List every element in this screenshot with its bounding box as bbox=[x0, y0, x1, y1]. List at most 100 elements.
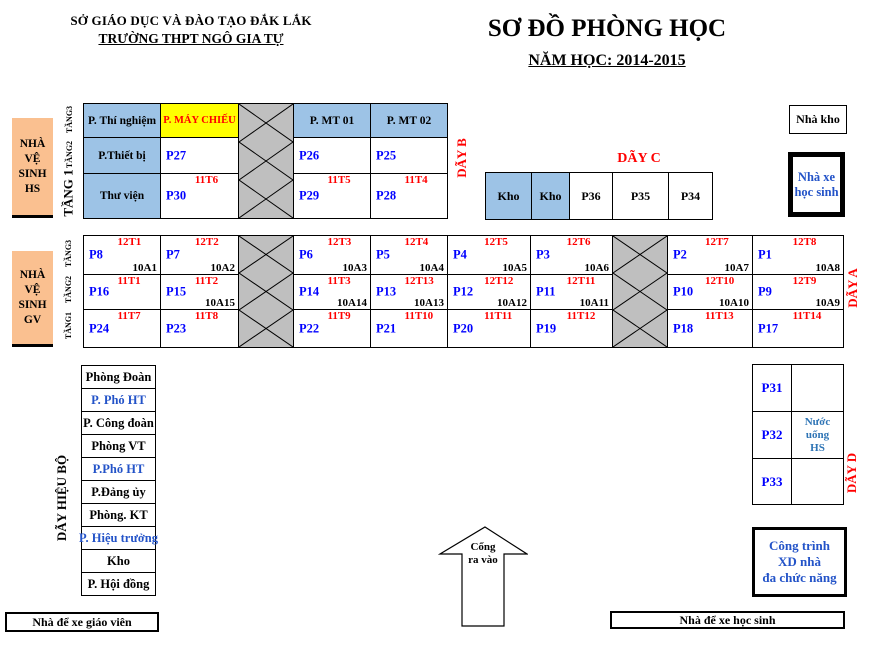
student-bike-shed-box: Nhà xe học sinh bbox=[788, 152, 845, 217]
day-a-label-text: DÃY A bbox=[844, 268, 860, 308]
class-label: 12T11 bbox=[566, 275, 596, 287]
floor-label-b3: TẦNG3 bbox=[62, 102, 78, 136]
room-cell: P33 bbox=[753, 459, 792, 505]
class-label: 12T9 bbox=[792, 275, 817, 287]
day-a-label: DÃY A bbox=[843, 256, 862, 320]
room-cell: P11 12T11 10A11 bbox=[531, 275, 613, 310]
room-number: P17 bbox=[758, 321, 779, 335]
admin-room: P. Công đoàn bbox=[82, 412, 156, 435]
homeroom-label: 10A4 bbox=[419, 262, 444, 274]
warehouse-box: Nhà kho bbox=[789, 105, 847, 134]
floor-label-b2: TẦNG2 bbox=[62, 137, 78, 171]
admin-room: Phòng VT bbox=[82, 435, 156, 458]
homeroom-label: 10A2 bbox=[210, 262, 235, 274]
empty-cell bbox=[792, 459, 844, 505]
gate-arrow-icon bbox=[438, 526, 528, 627]
parking-student-label: Nhà để xe học sinh bbox=[679, 612, 776, 627]
homeroom-label: 10A7 bbox=[724, 262, 749, 274]
room-cell: P14 11T3 10A14 bbox=[294, 275, 371, 310]
toilet-students-line: SINH bbox=[18, 167, 47, 180]
staircase bbox=[239, 104, 294, 219]
parking-teacher-label: Nhà để xe giáo viên bbox=[32, 614, 132, 629]
empty-cell bbox=[792, 365, 844, 412]
construction-line: XD nhà bbox=[778, 554, 821, 569]
admin-building: Phòng Đoàn P. Phó HT P. Công đoàn Phòng … bbox=[79, 365, 158, 596]
class-label: 12T12 bbox=[484, 275, 514, 287]
admin-room: Phòng Đoàn bbox=[82, 366, 156, 389]
floor-label-a2: TẦNG2 bbox=[61, 272, 77, 306]
admin-room: P. Hội đồng bbox=[82, 573, 156, 596]
parking-teacher-bar: Nhà để xe giáo viên bbox=[5, 612, 159, 632]
homeroom-label: 10A9 bbox=[815, 297, 840, 309]
room-cell: P20 11T11 bbox=[448, 310, 531, 348]
construction-box: Công trình XD nhà đa chức năng bbox=[752, 527, 847, 597]
room-cell: P5 12T4 10A4 bbox=[371, 236, 448, 275]
toilet-teachers-line: NHÀ bbox=[19, 268, 46, 281]
admin-room: P.Đảng ủy bbox=[82, 481, 156, 504]
class-label: 11T4 bbox=[404, 174, 428, 186]
homeroom-label: 10A14 bbox=[337, 297, 367, 309]
room-cell: P17 11T14 bbox=[753, 310, 844, 348]
gate-label-line: Cổng bbox=[470, 541, 496, 553]
room-cell: P30 11T6 bbox=[161, 174, 239, 219]
floor-label-text: TẦNG3 bbox=[64, 239, 74, 267]
toilet-teachers-line: VỆ bbox=[24, 283, 41, 296]
day-b-building: P. Thí nghiệm P. MÁY CHIẾU P. MT 01 P. M… bbox=[83, 103, 448, 219]
room-number: P29 bbox=[299, 188, 320, 203]
day-d-building: P31 P32 Nước uống HS P33 bbox=[752, 364, 844, 505]
admin-room: Phòng. KT bbox=[82, 504, 156, 527]
day-b-label-text: DÃY B bbox=[454, 138, 470, 178]
admin-block-label-text: DÃY HIỆU BỘ bbox=[54, 454, 70, 542]
class-label: 12T5 bbox=[484, 236, 508, 248]
room-number: P13 bbox=[376, 284, 397, 299]
class-label: 11T6 bbox=[194, 174, 219, 186]
warehouse-label: Nhà kho bbox=[796, 112, 840, 126]
room-number: P21 bbox=[376, 321, 397, 335]
admin-room: Kho bbox=[82, 550, 156, 573]
room-cell: P35 bbox=[613, 173, 669, 220]
admin-room: P.Phó HT bbox=[82, 458, 156, 481]
room-cell: P19 11T12 bbox=[531, 310, 613, 348]
day-b-label: DÃY B bbox=[452, 126, 472, 190]
toilet-teachers-line: GV bbox=[23, 313, 42, 326]
room-cell-projector: P. MÁY CHIẾU bbox=[161, 104, 239, 138]
parking-student-bar: Nhà để xe học sinh bbox=[610, 611, 845, 629]
room-cell: P12 12T12 10A12 bbox=[448, 275, 531, 310]
room-cell: P36 bbox=[570, 173, 613, 220]
homeroom-label: 10A1 bbox=[132, 262, 157, 274]
class-label: 12T1 bbox=[117, 236, 142, 248]
room-cell: P31 bbox=[753, 365, 792, 412]
room-number: P6 bbox=[299, 247, 313, 262]
class-label: 12T13 bbox=[404, 275, 434, 287]
room-cell: P16 11T1 bbox=[84, 275, 161, 310]
room-cell: P34 bbox=[669, 173, 713, 220]
room-cell: P23 11T8 bbox=[161, 310, 239, 348]
class-label: 11T7 bbox=[117, 310, 141, 322]
school-name: TRƯỜNG THPT NGÔ GIA TỰ bbox=[98, 31, 284, 46]
floor-label-text: TẦNG2 bbox=[64, 275, 74, 303]
class-label: 12T2 bbox=[194, 236, 219, 248]
gate-label-line: ra vào bbox=[468, 553, 498, 566]
day-d-label-text: DÃY D bbox=[844, 452, 860, 494]
homeroom-label: 10A11 bbox=[579, 297, 609, 309]
admin-room: P. Hiệu trưởng bbox=[79, 527, 158, 550]
class-label: 11T5 bbox=[327, 174, 351, 186]
class-label: 12T4 bbox=[404, 236, 429, 248]
staircase bbox=[613, 236, 668, 348]
day-c-label: DÃY C bbox=[617, 151, 661, 166]
floor-label-a3: TẦNG3 bbox=[61, 236, 77, 270]
toilet-teachers-line: SINH bbox=[18, 298, 47, 311]
room-cell: P9 12T9 10A9 bbox=[753, 275, 844, 310]
day-a-building: P8 12T1 10A1 P7 12T2 10A2 P6 12T3 10A3 P5 12T4 1… bbox=[83, 235, 844, 348]
class-label: 12T10 bbox=[704, 275, 735, 287]
room-cell: P2 12T7 10A7 bbox=[668, 236, 753, 275]
room-number: P20 bbox=[453, 321, 474, 335]
construction-line: Công trình bbox=[768, 538, 831, 553]
toilet-students-box: NHÀ VỆ SINH HS bbox=[12, 118, 53, 218]
room-cell: P26 bbox=[294, 138, 371, 174]
class-label: 11T8 bbox=[194, 310, 219, 322]
class-label: 11T12 bbox=[566, 310, 596, 322]
student-bike-shed-line: Nhà xe bbox=[797, 169, 836, 184]
class-label: 12T6 bbox=[566, 236, 591, 248]
room-number: P12 bbox=[453, 284, 474, 299]
